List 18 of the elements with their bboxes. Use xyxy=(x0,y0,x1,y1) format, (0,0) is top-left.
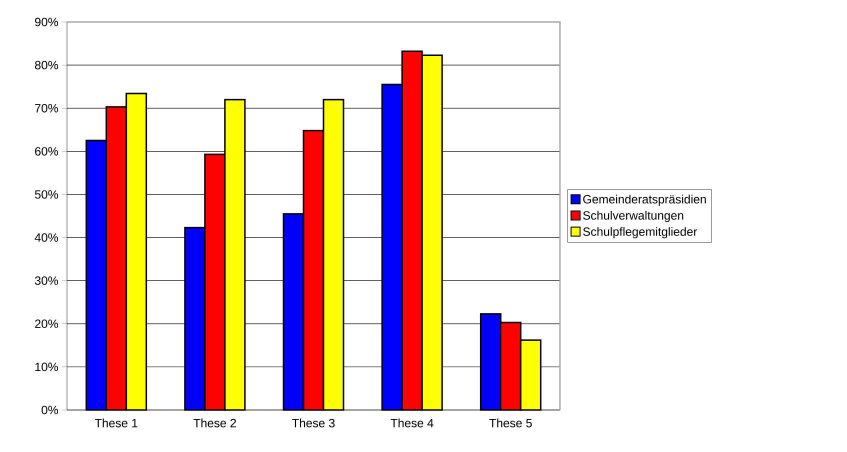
x-tick-label: These 5 xyxy=(489,418,532,428)
y-tick-label: 50% xyxy=(34,190,58,199)
y-tick-label: 70% xyxy=(35,104,58,112)
x-tick-label: These 4 xyxy=(390,418,434,428)
y-tick-label: 90% xyxy=(35,18,58,26)
legend-label: Schulverwaltungen xyxy=(583,210,684,222)
x-tick-label: These 2 xyxy=(193,418,236,428)
y-tick-label: 20% xyxy=(35,320,58,328)
x-tick-label: These 3 xyxy=(292,418,335,428)
legend-label: Gemeinderatspräsidien xyxy=(583,194,706,206)
y-tick-label: 10% xyxy=(35,362,58,372)
y-tick-label: 0% xyxy=(42,406,58,414)
x-tick-label: These 1 xyxy=(94,418,138,428)
y-tick-label: 80% xyxy=(34,60,58,70)
y-tick-label: 60% xyxy=(35,147,58,156)
legend-label: Schulpflegemitglieder xyxy=(583,227,698,238)
y-tick-label: 40% xyxy=(34,233,58,242)
y-tick-label: 30% xyxy=(34,276,58,285)
